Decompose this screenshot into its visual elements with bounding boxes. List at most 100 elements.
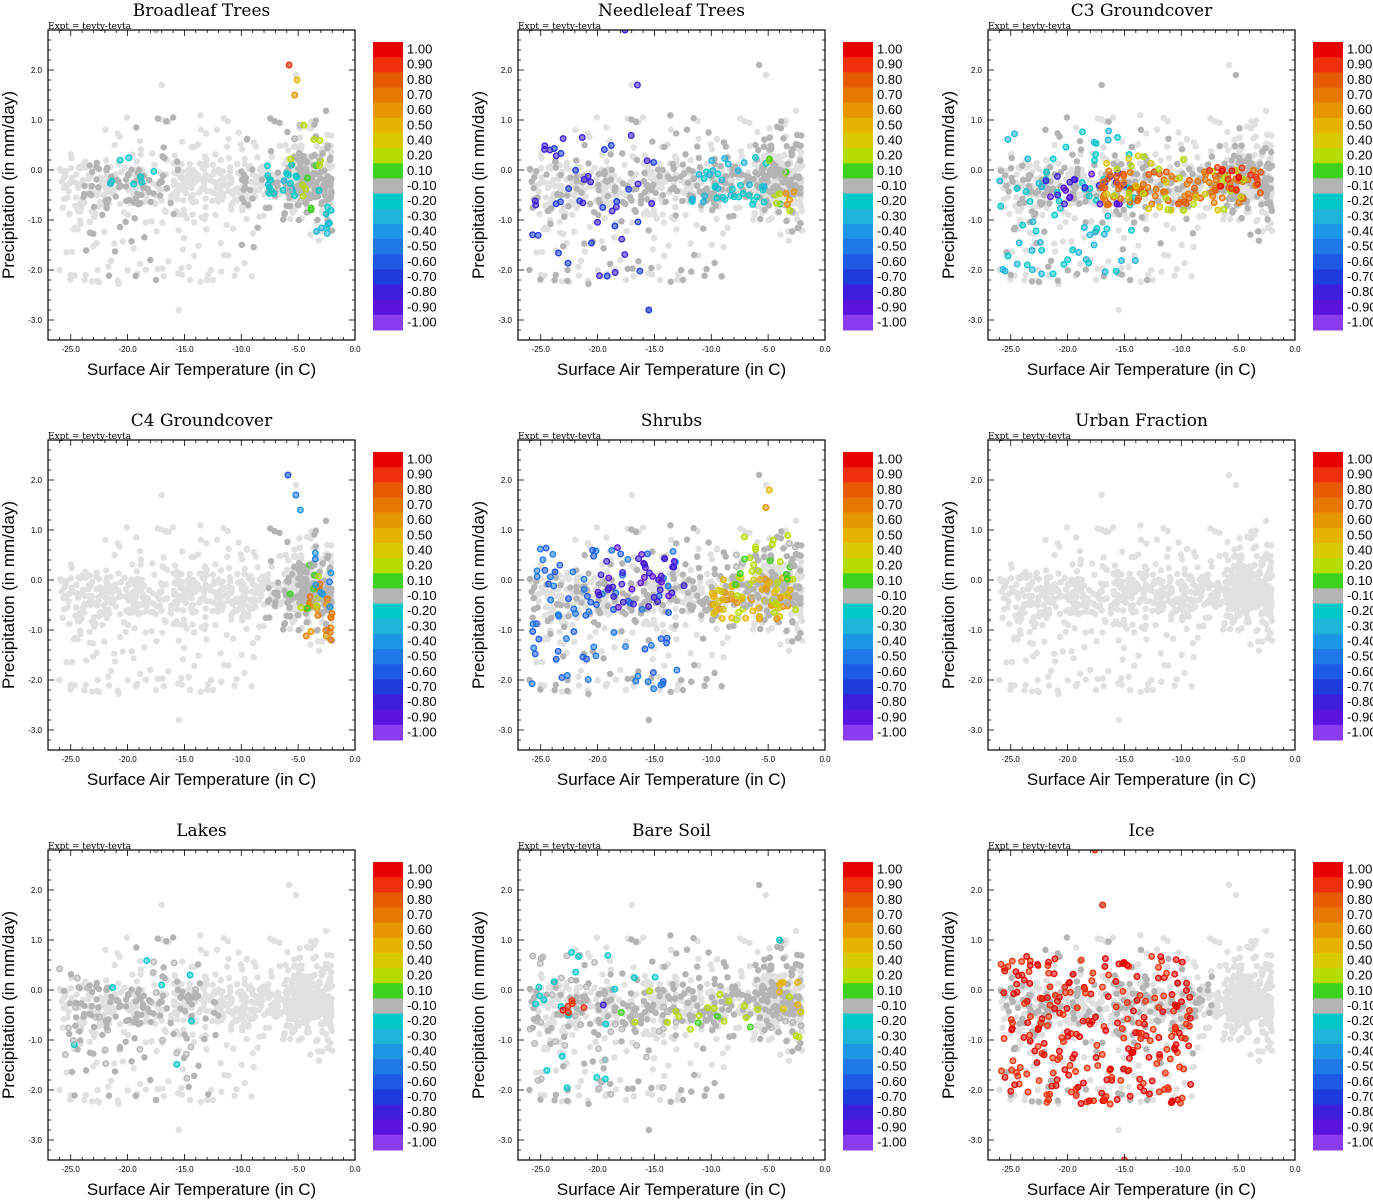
background-point: [175, 227, 182, 234]
background-point: [542, 202, 549, 209]
background-point: [240, 581, 247, 588]
background-point: [555, 182, 563, 190]
background-point: [287, 215, 294, 223]
neutral-point: [683, 126, 691, 133]
background-point: [291, 546, 298, 553]
data-point: [1091, 156, 1098, 164]
background-point: [713, 215, 720, 223]
background-point: [94, 676, 101, 684]
neutral-point: [1228, 157, 1235, 164]
colorbar-swatch: [373, 254, 403, 270]
y-axis-label: Precipitation (in mm/day): [469, 91, 488, 279]
neutral-point: [1137, 126, 1145, 133]
background-point: [1166, 163, 1174, 171]
neutral-point: [295, 165, 302, 172]
background-point: [738, 153, 745, 160]
colorbar-label: 0.60: [407, 102, 432, 117]
data-point: [1214, 206, 1222, 214]
data-point: [1114, 133, 1121, 141]
data-point: [295, 187, 303, 195]
neutral-point: [1118, 161, 1125, 168]
background-point: [180, 197, 187, 204]
background-point: [1190, 243, 1197, 251]
y-tick-label: -2.0: [968, 266, 982, 275]
data-point: [579, 199, 587, 207]
expt-label: Expt = tevty-tevta: [48, 432, 132, 442]
background-point: [177, 584, 184, 591]
background-point: [234, 595, 241, 603]
background-point: [781, 151, 788, 159]
colorbar-swatch: [373, 178, 403, 195]
neutral-point: [619, 150, 626, 157]
colorbar-swatch: [1313, 72, 1343, 88]
neutral-point: [174, 158, 181, 165]
data-point: [1192, 194, 1200, 201]
background-point: [1158, 268, 1165, 275]
background-point: [598, 238, 605, 245]
background-point: [77, 630, 84, 638]
background-point: [217, 650, 224, 657]
background-point: [216, 191, 223, 199]
neutral-point: [1019, 195, 1026, 203]
background-point: [704, 160, 711, 168]
data-point: [280, 177, 288, 185]
colorbar-swatch: [373, 208, 403, 225]
background-point: [141, 597, 148, 604]
background-point: [156, 602, 164, 609]
neutral-point: [1120, 206, 1127, 213]
background-point: [249, 596, 256, 603]
colorbar-swatch: [373, 284, 403, 301]
data-point: [299, 192, 307, 200]
neutral-point: [254, 224, 261, 231]
data-point: [1120, 179, 1128, 187]
data-point: [1125, 189, 1133, 197]
neutral-point: [318, 201, 325, 208]
neutral-point: [667, 112, 674, 119]
background-point: [1262, 107, 1270, 115]
colorbar-swatch: [843, 193, 873, 210]
background-point: [687, 240, 694, 247]
neutral-point: [1111, 152, 1119, 159]
neutral-point: [1129, 211, 1136, 218]
neutral-point: [122, 183, 130, 190]
x-tick-label: 0.0: [819, 345, 831, 354]
background-point: [137, 561, 144, 568]
colorbar-swatch: [843, 57, 873, 73]
neutral-point: [526, 266, 533, 274]
data-point: [1015, 239, 1023, 247]
background-point: [229, 199, 236, 207]
data-point: [1104, 136, 1112, 144]
background-point: [563, 159, 570, 167]
colorbar-swatch: [1313, 87, 1343, 104]
colorbar-label: -0.30: [877, 208, 907, 223]
data-point: [627, 132, 635, 139]
data-point: [1011, 130, 1018, 138]
neutral-point: [1254, 228, 1262, 235]
data-point: [1139, 190, 1147, 198]
background-point: [254, 154, 261, 161]
background-point: [536, 180, 543, 187]
neutral-point: [103, 204, 110, 212]
background-point: [1077, 260, 1084, 268]
background-point: [252, 143, 259, 150]
background-point: [129, 589, 136, 596]
background-point: [1173, 266, 1180, 273]
colorbar-swatch: [843, 178, 873, 195]
background-point: [76, 618, 83, 625]
colorbar-label: -0.90: [877, 299, 907, 314]
background-point: [319, 638, 326, 645]
background-point: [137, 670, 144, 678]
background-point: [225, 583, 232, 590]
background-point: [230, 225, 237, 232]
background-point: [1165, 154, 1173, 162]
background-point: [798, 207, 806, 215]
background-point: [1094, 265, 1101, 273]
neutral-point: [661, 143, 668, 150]
background-point: [1265, 224, 1272, 231]
background-point: [111, 650, 118, 657]
background-point: [65, 188, 72, 195]
background-point: [766, 125, 773, 132]
data-point: [1119, 170, 1127, 178]
data-point: [618, 235, 626, 243]
